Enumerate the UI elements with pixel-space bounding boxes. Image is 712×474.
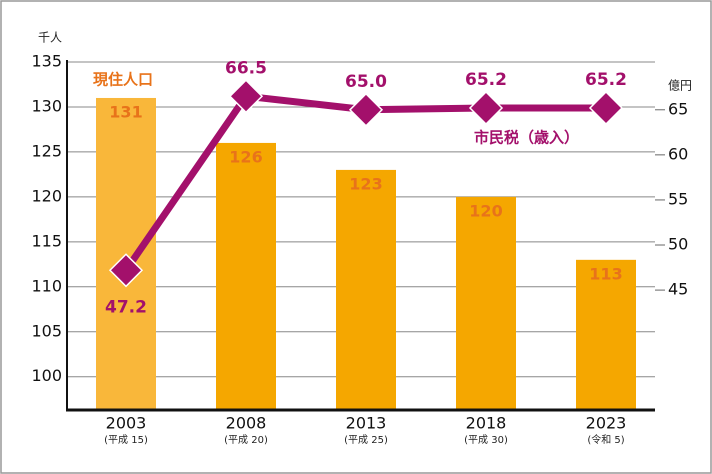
bar xyxy=(576,259,636,410)
y2-tick-label: 55 xyxy=(668,189,688,208)
y-unit: 千人 xyxy=(38,31,62,45)
x-tick-sublabel: (平成 25) xyxy=(344,434,388,446)
line-value-label: 65.0 xyxy=(345,72,387,92)
y2-unit: 億円 xyxy=(668,79,692,93)
y2-tick-label: 50 xyxy=(668,235,688,254)
bar-value-label: 123 xyxy=(349,174,382,193)
y-tick-label: 130 xyxy=(31,96,62,115)
bar-value-label: 120 xyxy=(469,201,502,220)
bar xyxy=(216,142,276,410)
bar-value-label: 113 xyxy=(589,264,622,283)
y-tick-label: 125 xyxy=(31,141,62,160)
y-tick-label: 115 xyxy=(31,231,62,250)
point xyxy=(468,90,504,126)
x-tick-sublabel: (平成 15) xyxy=(104,434,148,446)
line-value-label: 66.5 xyxy=(225,58,267,78)
x-tick-label: 2013 xyxy=(346,414,387,433)
x-tick-label: 2023 xyxy=(586,414,627,433)
bar-value-label: 126 xyxy=(229,147,262,166)
y-tick-label: 105 xyxy=(31,321,62,340)
bar xyxy=(336,169,396,410)
y-tick-label: 120 xyxy=(31,186,62,205)
y2-tick-label: 60 xyxy=(668,144,688,163)
point xyxy=(588,90,624,126)
y2-tick-label: 45 xyxy=(668,280,688,299)
y-tick-label: 100 xyxy=(31,366,62,385)
series-label: 現住人口 xyxy=(93,71,153,89)
y-tick-label: 110 xyxy=(31,276,62,295)
line-value-label: 65.2 xyxy=(585,70,627,90)
point xyxy=(108,253,144,288)
series-label: 市民税（歳入） xyxy=(474,129,579,147)
bar-value-label: 131 xyxy=(109,102,142,121)
x-tick-sublabel: (平成 30) xyxy=(464,434,508,446)
line-value-label: 47.2 xyxy=(105,297,147,317)
x-tick-label: 2018 xyxy=(466,414,507,433)
x-tick-sublabel: (令和 5) xyxy=(587,433,624,446)
point xyxy=(348,92,384,127)
y2-tick-label: 65 xyxy=(668,99,688,118)
x-tick-label: 2008 xyxy=(226,414,267,433)
bar xyxy=(456,196,516,410)
point xyxy=(228,79,264,114)
x-tick-sublabel: (平成 20) xyxy=(224,434,268,446)
x-tick-label: 2003 xyxy=(106,414,147,433)
y-tick-label: 135 xyxy=(31,52,62,71)
line-value-label: 65.2 xyxy=(465,70,507,90)
